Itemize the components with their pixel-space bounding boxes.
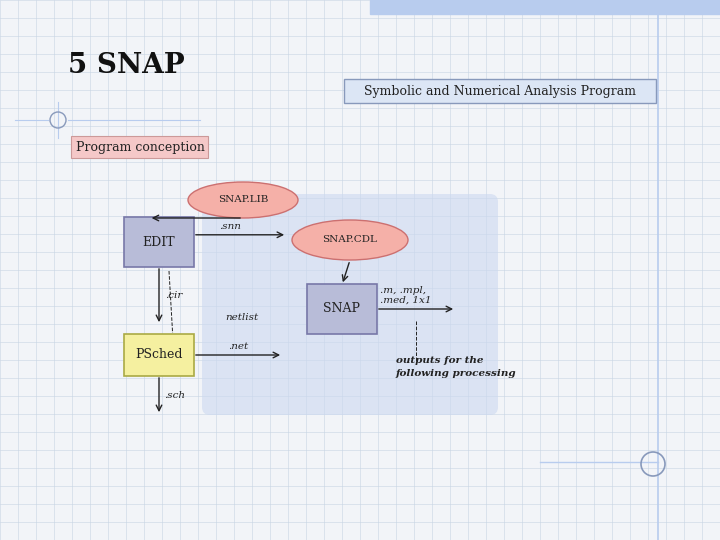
Text: .sch: .sch: [164, 390, 185, 400]
FancyBboxPatch shape: [124, 217, 194, 267]
Text: .m, .mpl,: .m, .mpl,: [380, 286, 426, 295]
FancyBboxPatch shape: [307, 284, 377, 334]
Text: Program conception: Program conception: [76, 140, 204, 153]
Text: .med, 1x1: .med, 1x1: [380, 296, 431, 305]
Text: outputs for the: outputs for the: [396, 356, 484, 365]
Ellipse shape: [188, 182, 298, 218]
Text: SNAP.LIB: SNAP.LIB: [218, 195, 268, 205]
Text: netlist: netlist: [225, 314, 258, 322]
Ellipse shape: [292, 220, 408, 260]
FancyBboxPatch shape: [344, 79, 656, 103]
Text: following processing: following processing: [396, 369, 517, 378]
Text: EDIT: EDIT: [143, 235, 175, 248]
Text: SNAP.CDL: SNAP.CDL: [323, 235, 377, 245]
Text: 5 SNAP: 5 SNAP: [68, 52, 185, 79]
Text: SNAP: SNAP: [323, 302, 361, 315]
FancyBboxPatch shape: [202, 194, 498, 415]
FancyBboxPatch shape: [124, 334, 194, 376]
Text: .cir: .cir: [165, 291, 182, 300]
Text: Symbolic and Numerical Analysis Program: Symbolic and Numerical Analysis Program: [364, 85, 636, 98]
Bar: [370, 0, 720, 14]
Text: .net: .net: [228, 342, 248, 351]
Text: PSched: PSched: [135, 348, 183, 361]
Text: .snn: .snn: [219, 222, 241, 231]
FancyBboxPatch shape: [71, 136, 208, 158]
